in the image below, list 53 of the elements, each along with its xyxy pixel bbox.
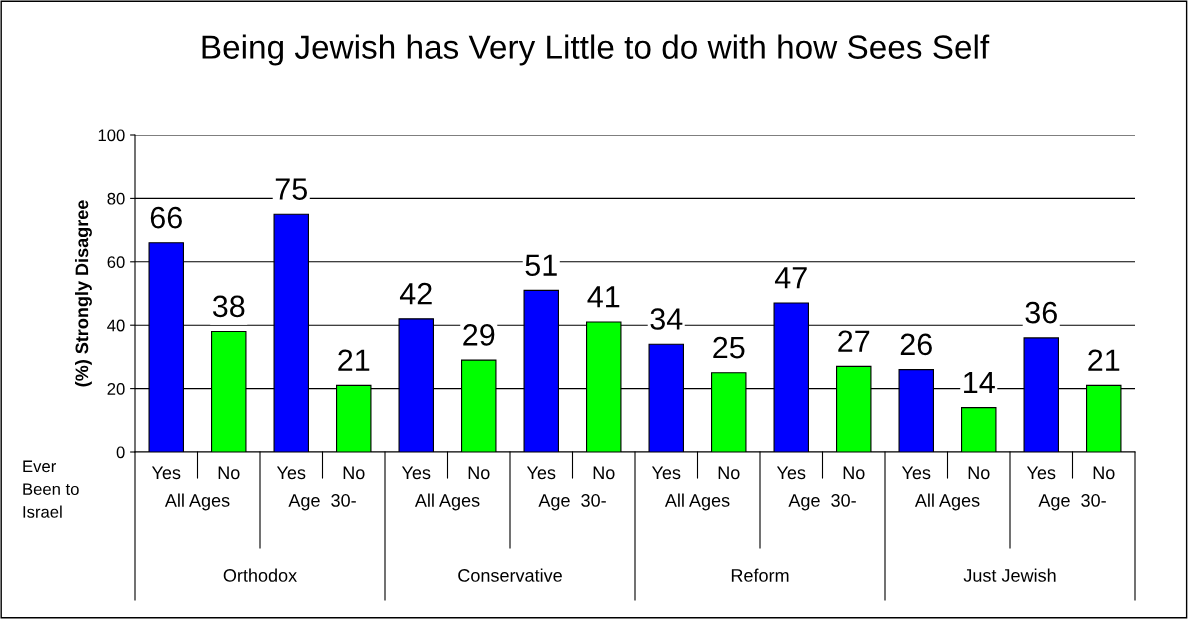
text: Age 30-	[1038, 494, 1106, 511]
text: Reform	[731, 568, 789, 582]
text: All Ages	[914, 493, 980, 511]
data-label: 21	[1088, 349, 1120, 371]
y-tick-label: 0	[116, 446, 125, 459]
data-label: 27	[838, 330, 870, 352]
data-label: 25	[713, 336, 745, 359]
text: All Ages	[164, 493, 230, 511]
x-tick-label: No	[343, 466, 365, 480]
data-label: 34	[650, 308, 683, 330]
x-tick-label: No	[593, 466, 615, 480]
y-tick-label: 20	[107, 383, 125, 395]
data-label: 75	[275, 178, 307, 200]
text: Conservative	[458, 568, 562, 582]
data-label: 21	[338, 349, 370, 371]
data-label: 29	[463, 324, 495, 346]
data-label: 66	[150, 206, 182, 229]
y-tick-label: 80	[107, 192, 125, 205]
chart-title: Being Jewish has Very Little to do with how Sees Self	[202, 34, 990, 66]
x-tick-label: No	[1093, 466, 1115, 480]
x-tick-label: Yes	[151, 466, 181, 480]
x-tick-label: Yes	[401, 466, 431, 480]
data-label: 26	[900, 333, 932, 356]
text: Age 30-	[288, 494, 356, 511]
text: Orthodox	[223, 568, 297, 582]
x-tick-label: Yes	[276, 466, 306, 480]
y-tick-label: 100	[98, 129, 125, 142]
data-label: 41	[587, 286, 620, 308]
text: Ever Been to Israel	[23, 460, 79, 518]
y-tick-label: 60	[107, 256, 125, 268]
data-label: 38	[212, 295, 245, 318]
data-label: 47	[774, 267, 807, 289]
data-label: 36	[1025, 301, 1057, 324]
x-tick-label: Yes	[651, 466, 681, 480]
text: Just Jewish	[963, 568, 1056, 582]
text: All Ages	[414, 493, 480, 511]
x-tick-label: Yes	[901, 466, 931, 480]
text: All Ages	[664, 493, 730, 511]
x-tick-label: Yes	[776, 466, 806, 480]
data-label: 51	[525, 254, 557, 276]
x-tick-label: No	[843, 466, 865, 480]
x-tick-label: No	[718, 466, 740, 480]
x-tick-label: No	[968, 466, 990, 480]
data-label: 14	[964, 371, 995, 393]
x-tick-label: No	[218, 466, 240, 480]
text: Age 30-	[788, 494, 856, 511]
x-tick-label: Yes	[1026, 466, 1056, 480]
text: Age 30-	[538, 494, 606, 511]
x-tick-label: No	[468, 466, 490, 480]
x-tick-label: Yes	[526, 466, 556, 480]
data-label: 42	[399, 282, 432, 305]
y-axis-title: (%) Strongly Disagree	[75, 200, 92, 387]
y-tick-label: 40	[107, 319, 125, 332]
